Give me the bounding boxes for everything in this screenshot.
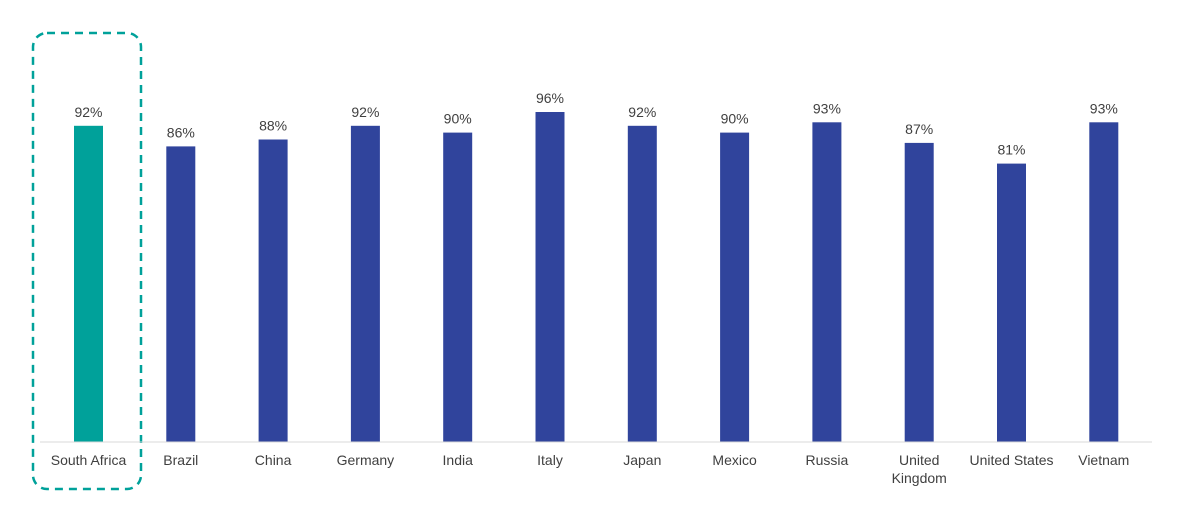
x-tick-label: Russia bbox=[806, 452, 849, 468]
x-tick-label: Brazil bbox=[163, 452, 198, 468]
x-tick-label-line: Kingdom bbox=[892, 470, 947, 486]
x-tick-label-line: China bbox=[255, 452, 292, 468]
value-label: 90% bbox=[721, 111, 749, 127]
x-tick-label-line: Russia bbox=[806, 452, 849, 468]
bar-south-africa bbox=[74, 125, 103, 443]
x-tick-label-line: United States bbox=[969, 452, 1053, 468]
x-tick-label-line: Italy bbox=[537, 452, 563, 468]
value-label: 81% bbox=[997, 142, 1025, 158]
bar-united-states bbox=[997, 163, 1026, 442]
value-label: 92% bbox=[628, 104, 656, 120]
value-label: 86% bbox=[167, 124, 195, 140]
bar-india bbox=[443, 132, 473, 442]
value-label: 93% bbox=[1090, 100, 1118, 116]
bar-united-kingdom bbox=[904, 142, 934, 442]
x-tick-label-line: Japan bbox=[623, 452, 661, 468]
x-tick-label: South Africa bbox=[51, 452, 127, 468]
x-tick-label: Germany bbox=[337, 452, 395, 468]
value-label: 90% bbox=[444, 111, 472, 127]
bar-brazil bbox=[166, 146, 196, 442]
x-tick-label: Mexico bbox=[712, 452, 757, 468]
x-tick-label-line: Brazil bbox=[163, 452, 198, 468]
x-tick-label: Japan bbox=[623, 452, 661, 468]
x-tick-label: Vietnam bbox=[1078, 452, 1129, 468]
value-label: 92% bbox=[351, 104, 379, 120]
value-label: 92% bbox=[74, 104, 102, 120]
bar-china bbox=[258, 139, 288, 442]
value-label: 96% bbox=[536, 90, 564, 106]
bar-vietnam bbox=[1089, 122, 1119, 443]
value-label: 87% bbox=[905, 121, 933, 137]
bar-russia bbox=[812, 122, 842, 443]
x-tick-label-line: Vietnam bbox=[1078, 452, 1129, 468]
x-tick-label-line: South Africa bbox=[51, 452, 127, 468]
x-tick-label: India bbox=[443, 452, 474, 468]
x-tick-label-line: Mexico bbox=[712, 452, 757, 468]
x-tick-label-line: Germany bbox=[337, 452, 395, 468]
x-tick-label: China bbox=[255, 452, 292, 468]
value-labels-group: 92% 86% 88% 92% 90% 96% 92% 90% 93% 87% 81% 93% bbox=[74, 90, 1117, 158]
tick-labels-group: South Africa Brazil China Germany India Italy… bbox=[51, 452, 1130, 486]
x-tick-label-line: India bbox=[443, 452, 474, 468]
value-label: 88% bbox=[259, 118, 287, 134]
value-label: 93% bbox=[813, 100, 841, 116]
bars-group bbox=[74, 112, 1119, 443]
x-tick-label: Italy bbox=[537, 452, 563, 468]
x-tick-label: United Kingdom bbox=[892, 452, 947, 486]
bar-italy bbox=[535, 112, 565, 442]
bar-germany bbox=[350, 125, 380, 443]
x-tick-label-line: United bbox=[899, 452, 939, 468]
bar-mexico bbox=[720, 132, 750, 442]
highlight-outline-box bbox=[31, 31, 143, 491]
bar-japan bbox=[627, 125, 657, 443]
x-tick-label: United States bbox=[969, 452, 1053, 468]
